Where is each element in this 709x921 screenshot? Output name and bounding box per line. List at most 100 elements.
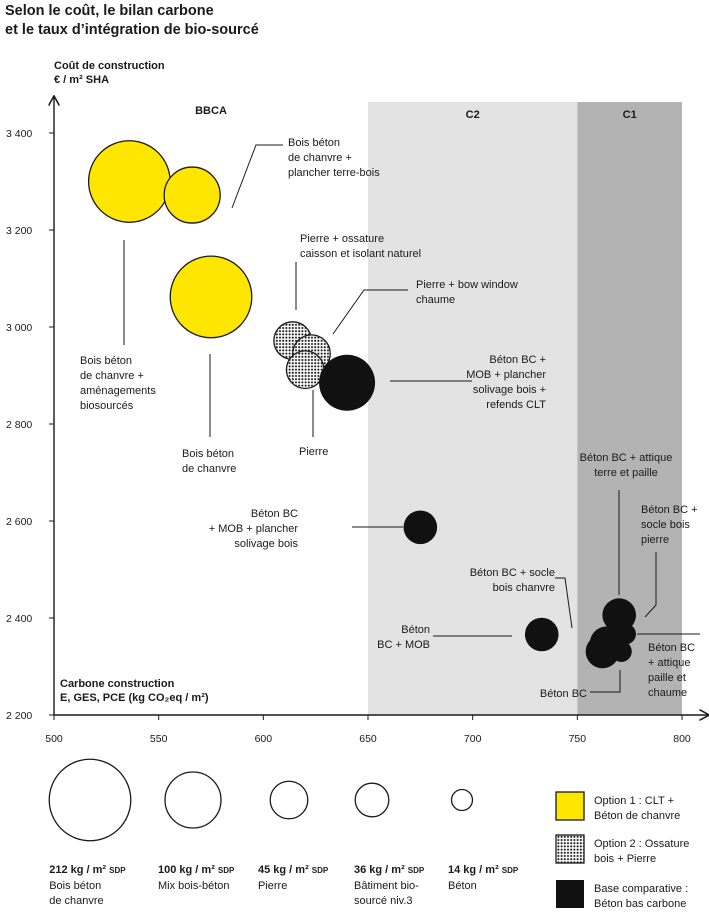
point-label: MOB + plancher bbox=[466, 369, 546, 381]
size-legend-name: Mix bois-béton bbox=[158, 880, 230, 892]
size-legend-value: 36 kg / m² SDP bbox=[354, 864, 425, 876]
point-label: Bois béton bbox=[182, 448, 234, 460]
legend-label: Béton bas carbone bbox=[594, 898, 686, 910]
y-tick-label: 2 400 bbox=[6, 613, 32, 625]
color-legend: Option 1 : CLT + Béton de chanvre Option 2… bbox=[555, 791, 689, 910]
title-line-2: et le taux d’intégration de bio-sourcé bbox=[5, 22, 259, 38]
point-label: + attique bbox=[648, 657, 691, 669]
point-label: refends CLT bbox=[486, 399, 546, 411]
bubble-option1 bbox=[87, 140, 171, 223]
point-label: chaume bbox=[648, 687, 687, 699]
point-label: biosourcés bbox=[80, 400, 134, 412]
bubble-base bbox=[403, 510, 438, 545]
bubble-option2 bbox=[285, 350, 325, 390]
point-label: Béton BC bbox=[251, 508, 298, 520]
point-label: terre et paille bbox=[594, 467, 658, 479]
leader-lines bbox=[123, 144, 700, 693]
size-legend-bubble bbox=[269, 780, 309, 820]
x-tick-label: 700 bbox=[464, 733, 482, 745]
point-label: Pierre + bow window bbox=[416, 279, 518, 291]
size-legend-name: sourcé niv.3 bbox=[354, 895, 413, 907]
y-tick-label: 2 200 bbox=[6, 710, 32, 722]
bubble-base bbox=[524, 617, 559, 652]
leader-line bbox=[555, 577, 573, 629]
point-label: chaume bbox=[416, 294, 455, 306]
zone-label-c1: C1 bbox=[623, 109, 637, 121]
legend-swatch-option1 bbox=[555, 791, 585, 821]
point-label: de chanvre + bbox=[80, 370, 144, 382]
point-label: Béton BC + socle bbox=[470, 567, 555, 579]
bubble-option1 bbox=[163, 166, 221, 224]
point-label: Pierre + ossature bbox=[300, 233, 384, 245]
zone-label-bbca: BBCA bbox=[195, 105, 227, 117]
point-label: Pierre bbox=[299, 446, 328, 458]
leader-line bbox=[644, 552, 657, 618]
zone-label-c2: C2 bbox=[466, 109, 480, 121]
point-label: + MOB + plancher bbox=[209, 523, 299, 535]
legend-label: Base comparative : bbox=[594, 883, 688, 895]
bubble-base bbox=[602, 598, 636, 632]
point-label: de chanvre bbox=[182, 463, 236, 475]
leader-line bbox=[231, 144, 283, 209]
point-label: Béton BC + bbox=[489, 354, 546, 366]
title-line-1: Selon le coût, le bilan carbone bbox=[5, 3, 214, 19]
size-legend-bubble bbox=[354, 782, 390, 818]
point-labels: Bois béton de chanvre + aménagements biosou… bbox=[80, 137, 698, 700]
point-label: aménagements bbox=[80, 385, 156, 397]
size-legend-name: de chanvre bbox=[49, 895, 103, 907]
y-tick-label: 3 200 bbox=[6, 225, 32, 237]
point-label: Béton BC + attique bbox=[580, 452, 673, 464]
size-legend-name: Pierre bbox=[258, 880, 287, 892]
bubble-base bbox=[319, 354, 376, 411]
y-tick-label: 2 800 bbox=[6, 419, 32, 431]
x-tick-label: 600 bbox=[255, 733, 273, 745]
point-label: solivage bois bbox=[234, 538, 298, 550]
axes-layer: 500 550 600 650 700 750 800 3 400 3 200 3 000 2 80… bbox=[6, 60, 708, 745]
point-label: pierre bbox=[641, 534, 669, 546]
point-label: solivage bois + bbox=[473, 384, 546, 396]
size-legend-value: 45 kg / m² SDP bbox=[258, 864, 329, 876]
point-label: de chanvre + bbox=[288, 152, 352, 164]
x-axis-label: E, GES, PCE (kg CO₂eq / m²) bbox=[60, 692, 209, 704]
leader-line bbox=[332, 289, 408, 335]
point-label: Béton BC bbox=[540, 688, 587, 700]
size-legend-name: Bâtiment bio- bbox=[354, 880, 419, 892]
size-legend-bubble bbox=[164, 771, 222, 829]
x-axis-label: Carbone construction bbox=[60, 678, 175, 690]
y-axis-label: Coût de construction bbox=[54, 60, 165, 72]
y-tick-label: 2 600 bbox=[6, 516, 32, 528]
size-legend-name: Béton bbox=[448, 880, 477, 892]
point-label: Bois béton bbox=[288, 137, 340, 149]
point-label: plancher terre-bois bbox=[288, 167, 380, 179]
size-legend-value: 212 kg / m² SDP bbox=[49, 864, 126, 876]
point-label: caisson et isolant naturel bbox=[300, 248, 421, 260]
chart-title: Selon le coût, le bilan carbone et le ta… bbox=[5, 2, 259, 40]
y-tick-label: 3 000 bbox=[6, 322, 32, 334]
legend-label: Option 2 : Ossature bbox=[594, 838, 689, 850]
legend-swatch-option2 bbox=[555, 834, 585, 864]
point-label: Béton BC bbox=[648, 642, 695, 654]
bubble-option1 bbox=[169, 255, 253, 339]
size-legend-bubble bbox=[450, 788, 474, 812]
point-label: paille et bbox=[648, 672, 686, 684]
y-axis-label: € / m² SHA bbox=[54, 74, 109, 86]
x-tick-label: 650 bbox=[359, 733, 377, 745]
x-tick-label: 800 bbox=[673, 733, 691, 745]
x-tick-label: 500 bbox=[45, 733, 63, 745]
zone-band-c2 bbox=[368, 102, 578, 715]
size-legend-value: 14 kg / m² SDP bbox=[448, 864, 519, 876]
leader-line bbox=[590, 670, 621, 693]
x-tick-label: 750 bbox=[569, 733, 587, 745]
point-label: bois chanvre bbox=[493, 582, 555, 594]
size-legend-name: Bois béton bbox=[49, 880, 101, 892]
point-label: Bois béton bbox=[80, 355, 132, 367]
bubble-layer bbox=[87, 140, 636, 669]
bubble-base bbox=[585, 634, 620, 669]
legend-swatch-base bbox=[556, 880, 584, 908]
legend-label: bois + Pierre bbox=[594, 853, 656, 865]
x-tick-label: 550 bbox=[150, 733, 168, 745]
size-legend-value: 100 kg / m² SDP bbox=[158, 864, 235, 876]
legend-label: Option 1 : CLT + bbox=[594, 795, 674, 807]
y-tick-label: 3 400 bbox=[6, 128, 32, 140]
